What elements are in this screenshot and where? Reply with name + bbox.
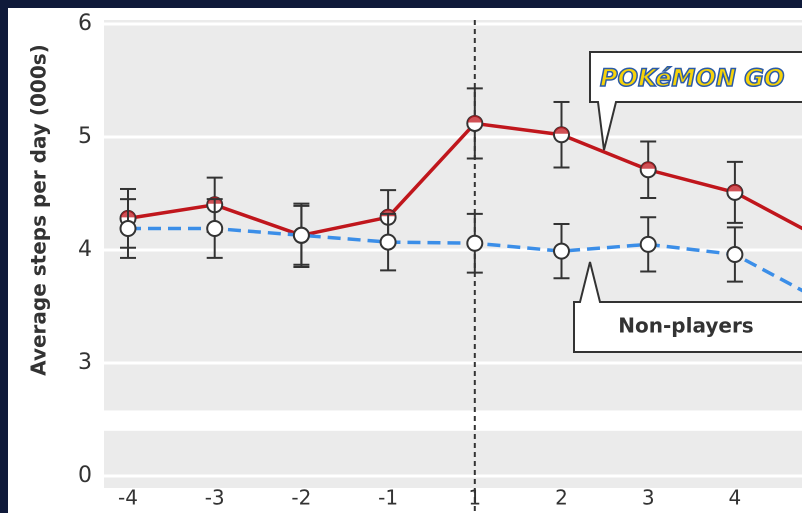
data-point: [379, 233, 397, 251]
data-point-band: [641, 161, 656, 169]
x-tick-label: -4: [118, 486, 138, 510]
x-tick-label: -3: [205, 486, 225, 510]
y-tick-label: 6: [78, 11, 92, 36]
data-point: [639, 235, 657, 253]
data-point-band: [727, 184, 742, 192]
data-point-band: [467, 115, 482, 123]
x-tick-label: -2: [291, 486, 311, 510]
data-point: [206, 220, 224, 238]
callout-box: [573, 261, 802, 353]
data-point: [292, 226, 310, 244]
y-tick-label: 3: [78, 350, 92, 375]
x-tick-label: -1: [378, 486, 398, 510]
y-axis-label: Average steps per day (000s): [27, 44, 51, 376]
x-tick-label: 4: [729, 486, 742, 510]
series-label: Non-players: [618, 314, 753, 338]
data-point-band: [554, 126, 569, 134]
x-tick-label: 2: [555, 486, 568, 510]
data-point: [119, 220, 137, 238]
plot-background: [104, 430, 802, 488]
y-tick-label: 5: [78, 124, 92, 149]
y-tick-label: 0: [78, 463, 92, 488]
data-point: [726, 246, 744, 264]
series-label: POKéMON GO: [600, 64, 784, 92]
data-point: [466, 234, 484, 252]
y-tick-label: 4: [78, 237, 92, 262]
data-point: [553, 242, 570, 260]
callout-box: [589, 51, 802, 151]
x-tick-label: 3: [642, 486, 655, 510]
